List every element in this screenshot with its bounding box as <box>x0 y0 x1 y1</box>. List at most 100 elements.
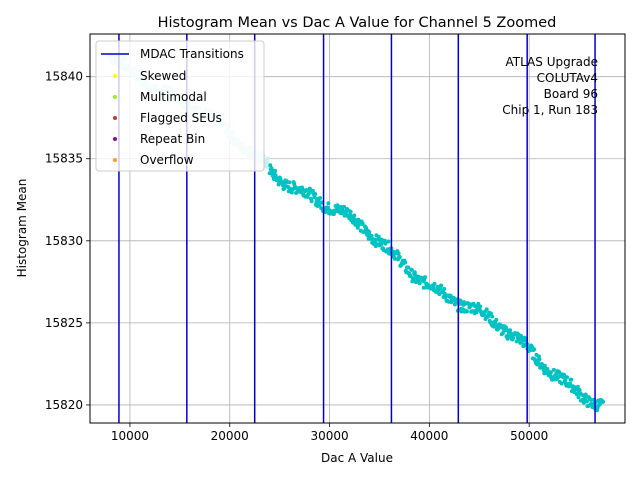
legend-marker-multimodal <box>113 95 117 99</box>
data-point <box>484 307 489 312</box>
y-tick-label: 15840 <box>45 70 83 84</box>
x-tick-label: 40000 <box>410 429 448 443</box>
data-point <box>568 381 573 386</box>
data-point <box>511 335 516 340</box>
y-axis-label: Histogram Mean <box>15 179 29 278</box>
chart-title: Histogram Mean vs Dac A Value for Channe… <box>158 15 557 31</box>
data-point <box>348 209 353 214</box>
data-point <box>448 293 453 298</box>
data-point <box>584 399 589 404</box>
legend-label-repeat-bin: Repeat Bin <box>140 132 205 146</box>
data-point <box>313 192 318 197</box>
data-point <box>267 171 272 176</box>
data-point <box>559 381 564 386</box>
x-axis-label: Dac A Value <box>321 451 393 465</box>
annotation-box: ATLAS Upgrade COLUTAv4 Board 96 Chip 1, … <box>502 55 598 117</box>
data-point <box>494 317 499 322</box>
data-point <box>280 180 285 185</box>
legend-marker-flagged-seus <box>113 116 117 120</box>
data-point <box>488 311 493 316</box>
data-point <box>376 234 381 239</box>
data-point <box>537 357 542 362</box>
data-point <box>563 378 568 383</box>
data-point <box>304 187 309 192</box>
data-point <box>360 221 365 226</box>
data-point <box>386 239 391 244</box>
data-point <box>576 395 581 400</box>
legend-marker-overflow <box>113 158 117 162</box>
data-point <box>464 309 469 314</box>
y-tick-label: 15835 <box>45 152 83 166</box>
y-tick-label: 15825 <box>45 316 83 330</box>
data-point <box>403 260 408 265</box>
data-point <box>569 377 574 382</box>
data-point <box>598 402 603 407</box>
legend-label-skewed: Skewed <box>140 69 186 83</box>
data-point <box>589 397 594 402</box>
data-point <box>536 354 541 359</box>
data-point <box>397 255 402 260</box>
data-point <box>273 168 278 173</box>
data-point <box>367 230 372 235</box>
data-point <box>268 163 273 168</box>
data-point <box>408 273 413 278</box>
legend-label-overflow: Overflow <box>140 153 194 167</box>
x-axis: 10000 20000 30000 40000 50000 <box>111 423 548 443</box>
legend-label-mdac: MDAC Transitions <box>140 47 244 61</box>
legend-frame <box>95 40 265 172</box>
data-point <box>383 241 388 246</box>
y-axis: 15820 15825 15830 15835 15840 <box>45 70 90 412</box>
data-point <box>411 276 416 281</box>
data-point <box>532 347 537 352</box>
data-point <box>536 361 541 366</box>
data-point <box>490 314 495 319</box>
data-point <box>309 199 314 204</box>
data-point <box>287 180 292 185</box>
annotation-line-4: Chip 1, Run 183 <box>502 103 598 117</box>
data-point <box>432 281 437 286</box>
legend-marker-repeat-bin <box>113 137 117 141</box>
data-point <box>562 372 567 377</box>
data-point <box>577 388 582 393</box>
data-point <box>289 190 294 195</box>
annotation-line-1: ATLAS Upgrade <box>505 55 598 69</box>
data-point <box>500 331 505 336</box>
data-point <box>478 304 483 309</box>
data-point <box>278 177 283 182</box>
data-point <box>265 160 270 165</box>
data-point <box>439 283 444 288</box>
legend: MDAC Transitions Skewed Multimodal Flagg… <box>95 40 265 172</box>
data-point <box>575 384 580 389</box>
data-point <box>548 370 553 375</box>
legend-label-multimodal: Multimodal <box>140 90 207 104</box>
data-point <box>565 375 570 380</box>
data-point <box>442 286 447 291</box>
data-point <box>353 222 358 227</box>
data-point <box>508 328 513 333</box>
y-tick-label: 15820 <box>45 398 83 412</box>
x-tick-label: 30000 <box>310 429 348 443</box>
data-point <box>406 265 411 270</box>
annotation-line-2: COLUTAv4 <box>537 71 598 85</box>
data-point <box>601 399 606 404</box>
data-point <box>412 270 417 275</box>
legend-marker-skewed <box>113 74 117 78</box>
legend-label-flagged-seus: Flagged SEUs <box>140 111 222 125</box>
data-point <box>542 363 547 368</box>
data-point <box>422 275 427 280</box>
data-point <box>369 234 374 239</box>
data-point <box>352 213 357 218</box>
data-point <box>417 281 422 286</box>
data-point <box>326 201 331 206</box>
data-point <box>545 369 550 374</box>
data-point <box>355 225 360 230</box>
x-tick-label: 50000 <box>510 429 548 443</box>
data-point <box>318 195 323 200</box>
x-tick-label: 20000 <box>211 429 249 443</box>
data-point <box>409 267 414 272</box>
x-tick-label: 10000 <box>111 429 149 443</box>
plot-frame <box>89 33 626 424</box>
data-point <box>385 247 390 252</box>
data-point <box>342 204 347 209</box>
